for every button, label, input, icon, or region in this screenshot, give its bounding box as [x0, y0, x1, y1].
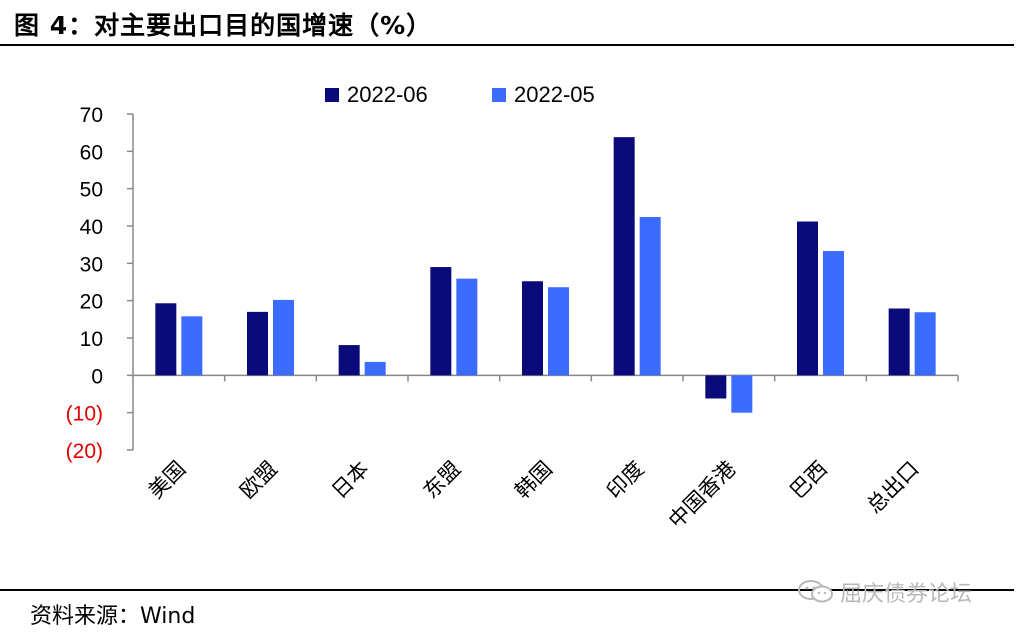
bar-2022-06-东盟: [430, 267, 452, 376]
y-tick-label: 60: [80, 141, 103, 164]
x-category-label: 东盟: [419, 457, 466, 504]
bar-2022-05-韩国: [548, 287, 569, 376]
y-tick-label: 70: [80, 104, 103, 127]
source-note: 资料来源：Wind: [30, 604, 196, 629]
y-tick-label: 40: [80, 216, 103, 239]
bar-2022-06-日本: [338, 345, 360, 376]
y-tick-label: 10: [80, 328, 103, 351]
wechat-icon: [798, 580, 833, 603]
y-tick-label: 50: [80, 179, 103, 202]
bar-2022-06-巴西: [797, 221, 818, 376]
bar-2022-06-印度: [613, 137, 635, 376]
legend-swatch: [325, 88, 339, 102]
bar-2022-06-中国香港: [705, 375, 727, 399]
watermark: 屈庆债券论坛: [840, 582, 973, 607]
bar-2022-06-美国: [155, 303, 177, 376]
y-tick-label: (10): [66, 403, 103, 426]
bar-2022-06-欧盟: [247, 311, 268, 376]
legend-swatch: [492, 88, 506, 102]
bar-chart: 70 60 50 40 30 20 10 0 (10) (20) 美国 欧盟 日本 东盟 韩国 印度 中国香港巴…: [66, 82, 959, 533]
figure-title: 图 4：对主要出口目的国增速（%）: [14, 11, 433, 40]
x-category-label: 日本: [327, 457, 374, 504]
legend-label: 2022-05: [514, 82, 595, 107]
y-tick-label: 30: [80, 253, 103, 276]
bar-2022-06-总出口: [888, 308, 910, 376]
bar-2022-05-欧盟: [273, 299, 294, 376]
bar-2022-05-中国香港: [731, 375, 753, 413]
bar-2022-05-东盟: [456, 278, 478, 376]
bar-2022-05-日本: [364, 361, 386, 376]
x-category-label: 美国: [144, 457, 191, 504]
x-category-label: 印度: [602, 457, 649, 504]
bar-2022-05-美国: [181, 316, 203, 376]
x-category-label: 韩国: [510, 457, 557, 504]
bar-2022-05-印度: [639, 217, 661, 376]
top-rule: [0, 44, 1014, 46]
y-tick-label: 20: [80, 291, 103, 314]
x-category-label: 欧盟: [235, 457, 282, 504]
x-category-label: 总出口: [862, 457, 924, 519]
legend-label: 2022-06: [347, 82, 428, 107]
bar-2022-06-韩国: [522, 281, 543, 376]
bar-2022-05-总出口: [914, 312, 936, 376]
bar-2022-05-巴西: [823, 251, 844, 376]
y-tick-label: (20): [66, 440, 103, 463]
x-category-label: 中国香港: [664, 457, 740, 533]
bottom-rule: [0, 589, 1014, 591]
x-category-label: 巴西: [785, 457, 832, 504]
y-tick-label: 0: [91, 365, 103, 388]
